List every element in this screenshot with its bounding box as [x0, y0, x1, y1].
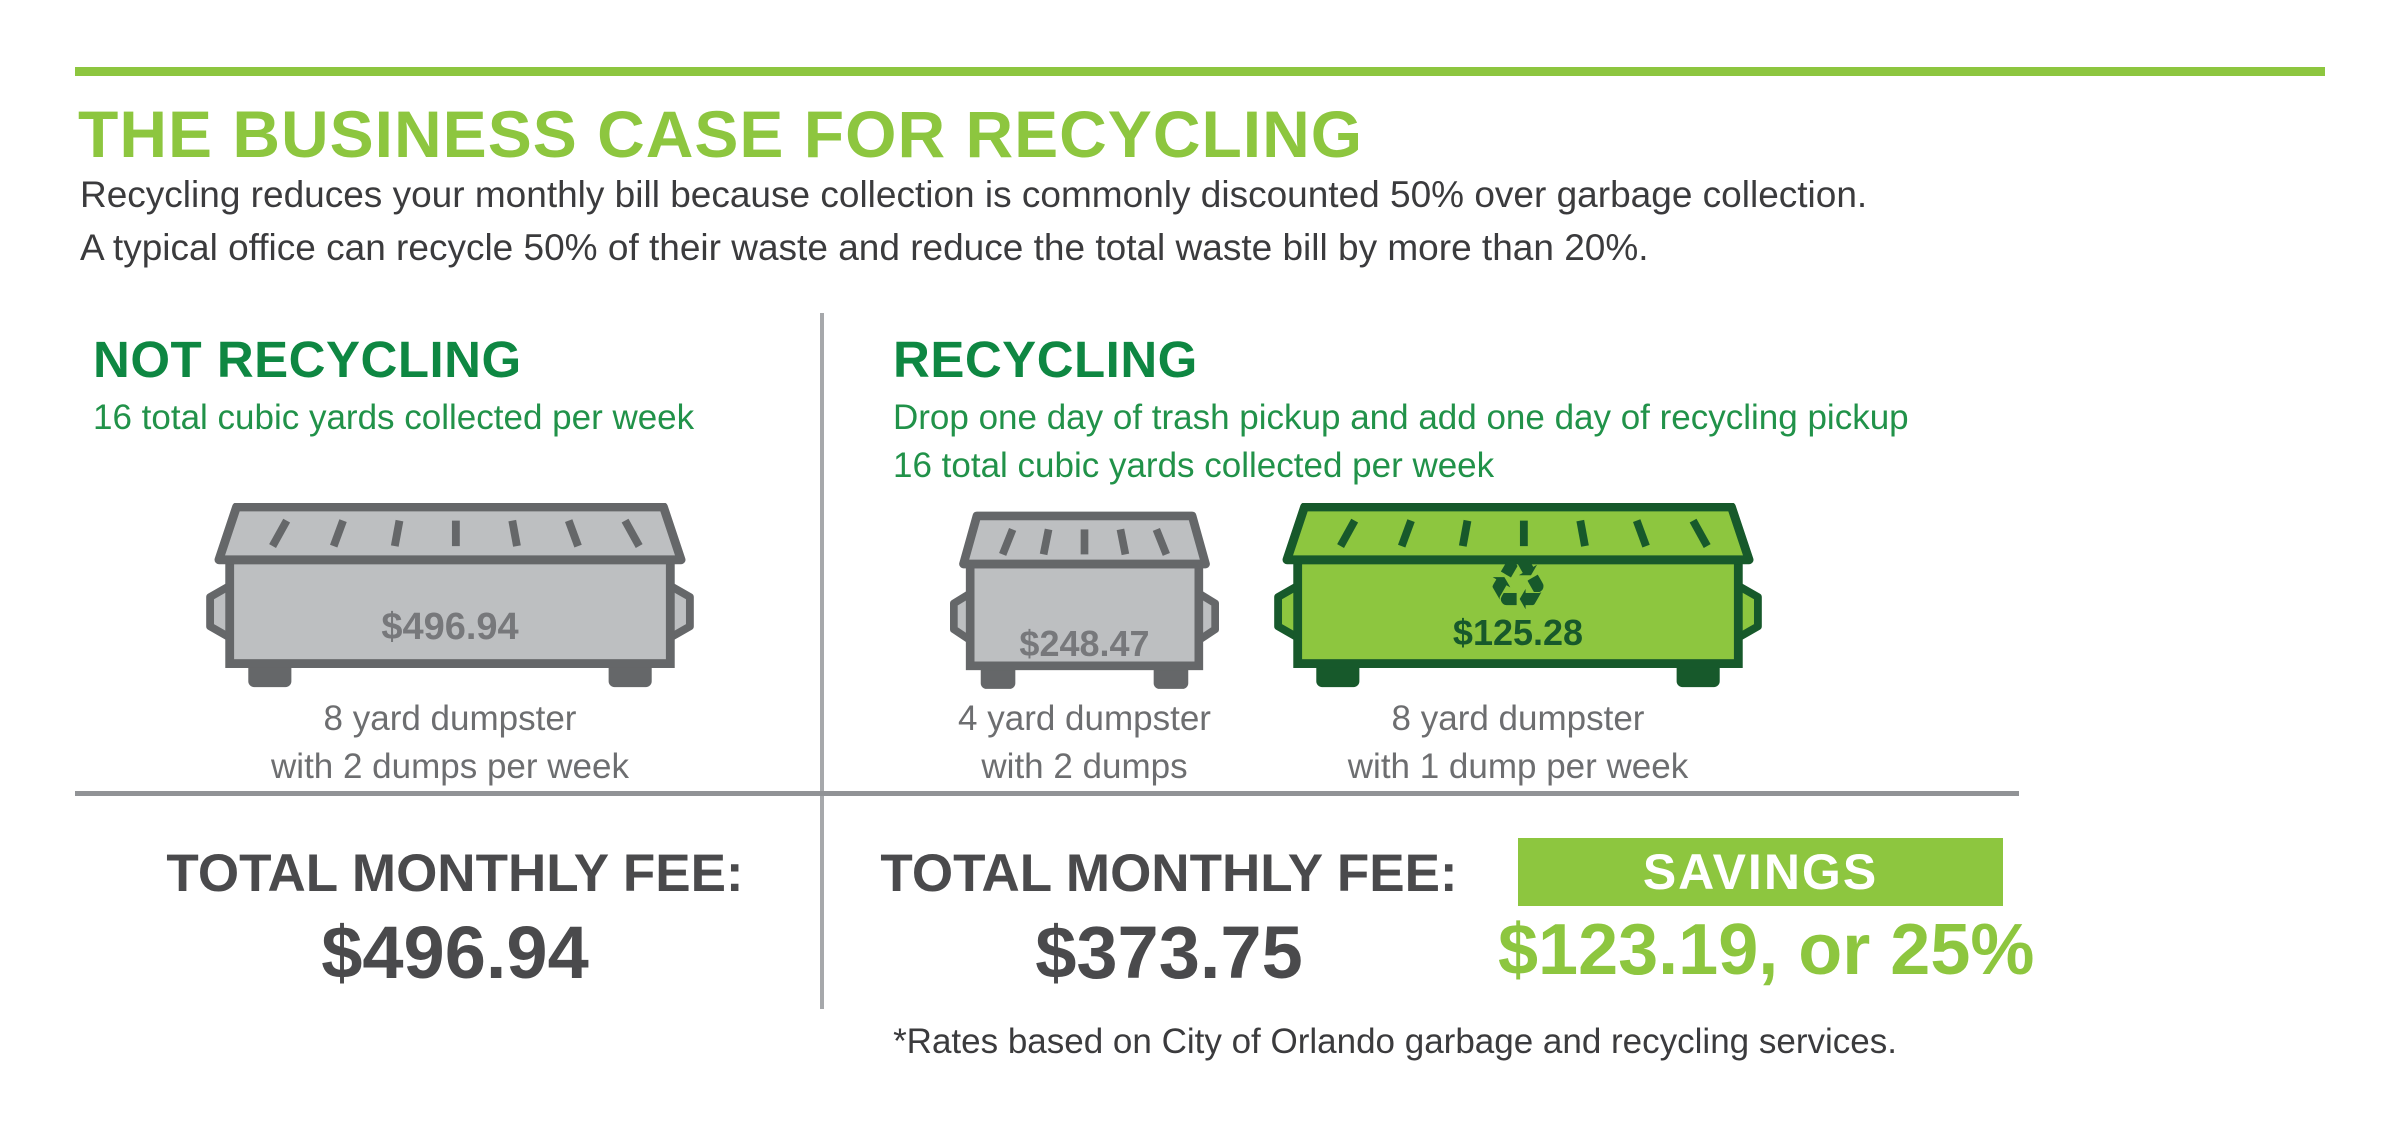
dumpster-price: $125.28: [1452, 612, 1584, 654]
recycling-fee-block: TOTAL MONTHLY FEE: $373.75: [829, 847, 1509, 990]
recycle-icon: ♻: [1486, 546, 1550, 625]
top-accent-rule: [75, 67, 2325, 76]
dumpster-icon: [950, 511, 1219, 689]
recycling-heading: RECYCLING: [893, 331, 1198, 388]
intro-line-1: Recycling reduces your monthly bill beca…: [80, 174, 1868, 215]
dumpster-caption: 8 yard dumpster with 2 dumps per week: [205, 695, 695, 791]
intro-line-2: A typical office can recycle 50% of thei…: [80, 227, 1649, 268]
not-recycling-subheading: 16 total cubic yards collected per week: [93, 398, 695, 437]
dumpster-icon: [206, 503, 694, 688]
caption-line-1: 4 yard dumpster: [958, 699, 1211, 738]
intro-text: Recycling reduces your monthly bill beca…: [80, 168, 1867, 274]
rates-footnote: *Rates based on City of Orlando garbage …: [893, 1022, 1897, 1061]
column-divider-line: [820, 313, 824, 1009]
dumpster-8yd-recycling-figure: ♻ $125.28: [1273, 503, 1763, 691]
caption-line-1: 8 yard dumpster: [1391, 699, 1645, 738]
dumpster-body: [1293, 555, 1743, 668]
dumpster-price: $248.47: [1019, 622, 1150, 664]
page-title: THE BUSINESS CASE FOR RECYCLING: [78, 97, 1364, 171]
dumpster-icon: [1274, 503, 1762, 688]
recycling-subheading-2: 16 total cubic yards collected per week: [893, 446, 1495, 485]
dumpster-4yd-trash-figure: $248.47: [950, 508, 1219, 693]
dumpster-lid-slats: [269, 518, 643, 548]
dumpster-price: $496.94: [381, 606, 519, 649]
caption-line-2: with 1 dump per week: [1347, 747, 1689, 786]
caption-line-2: with 2 dumps: [981, 747, 1188, 786]
dumpster-lid-slats: [999, 527, 1170, 556]
recycling-subheading-1: Drop one day of trash pickup and add one…: [893, 398, 1909, 437]
not-recycling-heading: NOT RECYCLING: [93, 331, 522, 388]
dumpster-lid-slats: [1337, 518, 1711, 548]
savings-value: $123.19, or 25%: [1498, 910, 2035, 990]
dumpster-caption: 8 yard dumpster with 1 dump per week: [1273, 695, 1763, 791]
caption-line-2: with 2 dumps per week: [271, 747, 629, 786]
dumpster-8yd-trash-figure: $496.94: [205, 503, 695, 691]
totals-divider-line: [75, 791, 2019, 796]
not-recycling-fee-block: TOTAL MONTHLY FEE: $496.94: [115, 847, 795, 990]
savings-badge: SAVINGS: [1518, 838, 2003, 906]
caption-line-1: 8 yard dumpster: [323, 699, 577, 738]
fee-value: $373.75: [1035, 911, 1303, 994]
dumpster-lid: [1282, 503, 1754, 565]
fee-value: $496.94: [321, 911, 589, 994]
dumpster-caption: 4 yard dumpster with 2 dumps: [950, 695, 1219, 791]
fee-label: TOTAL MONTHLY FEE:: [880, 844, 1458, 903]
fee-label: TOTAL MONTHLY FEE:: [166, 844, 744, 903]
dumpster-lid: [214, 503, 686, 565]
